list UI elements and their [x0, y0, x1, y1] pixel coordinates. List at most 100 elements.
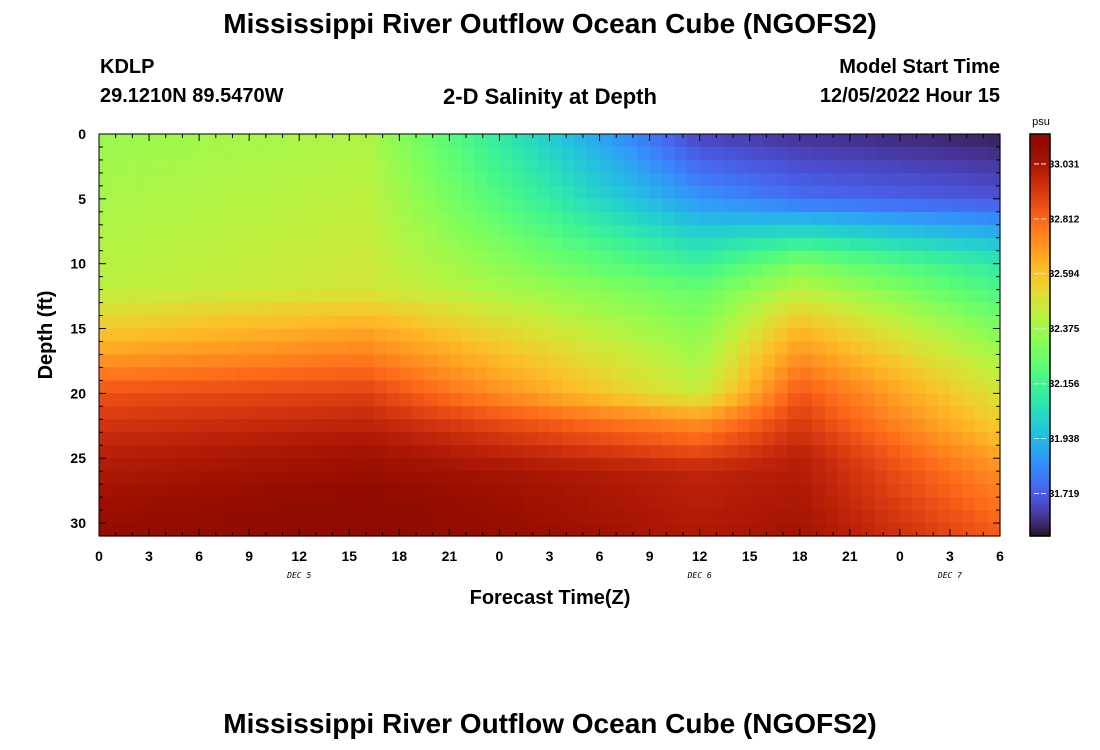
heatmap-cell [524, 393, 538, 407]
colorbar-segment [1030, 302, 1050, 306]
colorbar-segment [1030, 369, 1050, 372]
heatmap-cell [274, 367, 288, 381]
heatmap-cell [136, 159, 150, 174]
heatmap-cell [311, 315, 325, 330]
heatmap-cell [399, 146, 413, 161]
heatmap-cell [737, 445, 751, 459]
heatmap-cell [211, 471, 225, 485]
heatmap-cell [562, 341, 576, 356]
heatmap-cell [249, 497, 263, 511]
heatmap-cell [849, 484, 863, 498]
heatmap-cell [524, 354, 538, 369]
heatmap-cell [549, 406, 563, 420]
heatmap-cell [649, 134, 663, 148]
heatmap-cell [299, 471, 313, 485]
heatmap-cell [524, 497, 538, 511]
heatmap-cell [449, 237, 463, 252]
heatmap-cell [837, 393, 851, 407]
heatmap-cell [436, 393, 450, 407]
heatmap-cell [787, 445, 801, 459]
heatmap-cell [937, 250, 951, 265]
heatmap-cell [924, 484, 939, 498]
heatmap-cell [824, 458, 838, 472]
heatmap-cell [737, 354, 751, 369]
heatmap-cell [824, 406, 838, 420]
heatmap-cell [411, 276, 425, 291]
heatmap-cell [499, 354, 513, 369]
heatmap-cell [386, 315, 400, 330]
heatmap-cell [211, 432, 225, 446]
heatmap-cell [624, 406, 638, 420]
heatmap-cell [649, 471, 663, 485]
heatmap-cell [299, 263, 313, 278]
heatmap-cell [136, 146, 150, 161]
heatmap-cell [599, 263, 613, 278]
heatmap-cell [124, 432, 138, 446]
heatmap-cell [424, 289, 438, 304]
heatmap-cell [862, 445, 876, 459]
heatmap-cell [311, 341, 325, 356]
colorbar-segment [1030, 186, 1050, 189]
heatmap-cell [762, 458, 776, 472]
heatmap-cell [774, 315, 788, 330]
heatmap-cell [549, 458, 563, 472]
heatmap-cell [149, 380, 163, 394]
heatmap-cell [874, 354, 888, 369]
colorbar-segment [1030, 136, 1050, 139]
heatmap-cell [536, 354, 551, 369]
heatmap-cell [824, 211, 838, 226]
heatmap-cell [874, 367, 888, 381]
heatmap-cell [562, 523, 576, 537]
heatmap-cell [386, 224, 400, 239]
heatmap-cell [236, 523, 250, 537]
heatmap-cell [299, 198, 313, 213]
heatmap-cell [399, 250, 413, 265]
heatmap-cell [762, 315, 776, 330]
heatmap-cell [211, 341, 225, 356]
heatmap-cell [211, 445, 225, 459]
heatmap-cell [136, 354, 150, 369]
colorbar-segment [1030, 339, 1050, 342]
heatmap-cell [524, 276, 538, 291]
heatmap-cell [674, 471, 688, 485]
heatmap-cell [399, 224, 413, 239]
heatmap-cell [937, 458, 951, 472]
heatmap-cell [161, 523, 175, 537]
heatmap-cell [274, 250, 288, 265]
heatmap-cell [987, 445, 1001, 459]
heatmap-cell [699, 471, 713, 485]
heatmap-cell [474, 419, 488, 433]
heatmap-cell [662, 341, 676, 356]
heatmap-cell [374, 458, 388, 472]
heatmap-cell [574, 302, 588, 317]
heatmap-cell [449, 432, 463, 446]
colorbar-segment [1030, 405, 1050, 408]
heatmap-cell [274, 432, 288, 446]
heatmap-cell [436, 458, 450, 472]
heatmap-cell [762, 354, 776, 369]
heatmap-cell [637, 510, 651, 524]
heatmap-cell [349, 159, 363, 174]
heatmap-cell [674, 185, 688, 200]
heatmap-cell [762, 328, 776, 343]
colorbar-segment [1030, 419, 1050, 423]
heatmap-cell [349, 315, 363, 330]
heatmap-cell [186, 250, 200, 265]
heatmap-cell [862, 315, 876, 330]
heatmap-cell [211, 237, 225, 252]
x-tick-label: 21 [842, 548, 858, 564]
heatmap-cell [637, 211, 651, 226]
heatmap-cell [149, 341, 163, 356]
heatmap-cell [499, 134, 513, 148]
heatmap-cell [99, 406, 113, 420]
heatmap-cell [424, 458, 438, 472]
heatmap-cell [712, 510, 726, 524]
heatmap-cell [574, 484, 588, 498]
x-tick-label: 3 [946, 548, 954, 564]
heatmap-cell [674, 315, 688, 330]
heatmap-cell [486, 289, 501, 304]
heatmap-cell [449, 497, 463, 511]
heatmap-cell [762, 263, 776, 278]
heatmap-cell [174, 367, 188, 381]
heatmap-cell [662, 276, 676, 291]
